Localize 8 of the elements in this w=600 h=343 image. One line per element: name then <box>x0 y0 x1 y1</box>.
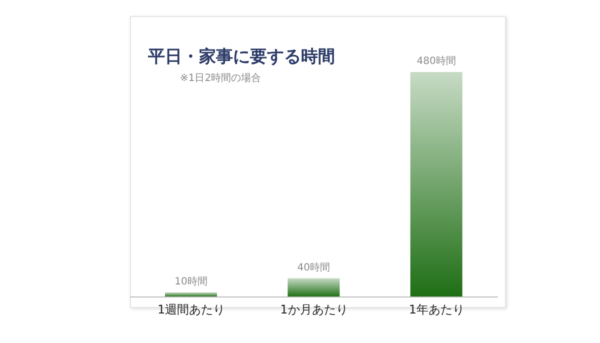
data-label: 40時間 <box>297 261 330 274</box>
chart-title: 平日・家事に要する時間 <box>148 46 335 68</box>
x-tick-label: 1か月あたり <box>280 302 348 317</box>
chart-subtitle: ※1日2時間の場合 <box>180 72 262 85</box>
x-tick-label: 1年あたり <box>408 302 464 317</box>
x-tick-label: 1週間あたり <box>158 302 226 317</box>
data-label: 480時間 <box>416 55 456 67</box>
data-label: 10時間 <box>174 275 208 288</box>
